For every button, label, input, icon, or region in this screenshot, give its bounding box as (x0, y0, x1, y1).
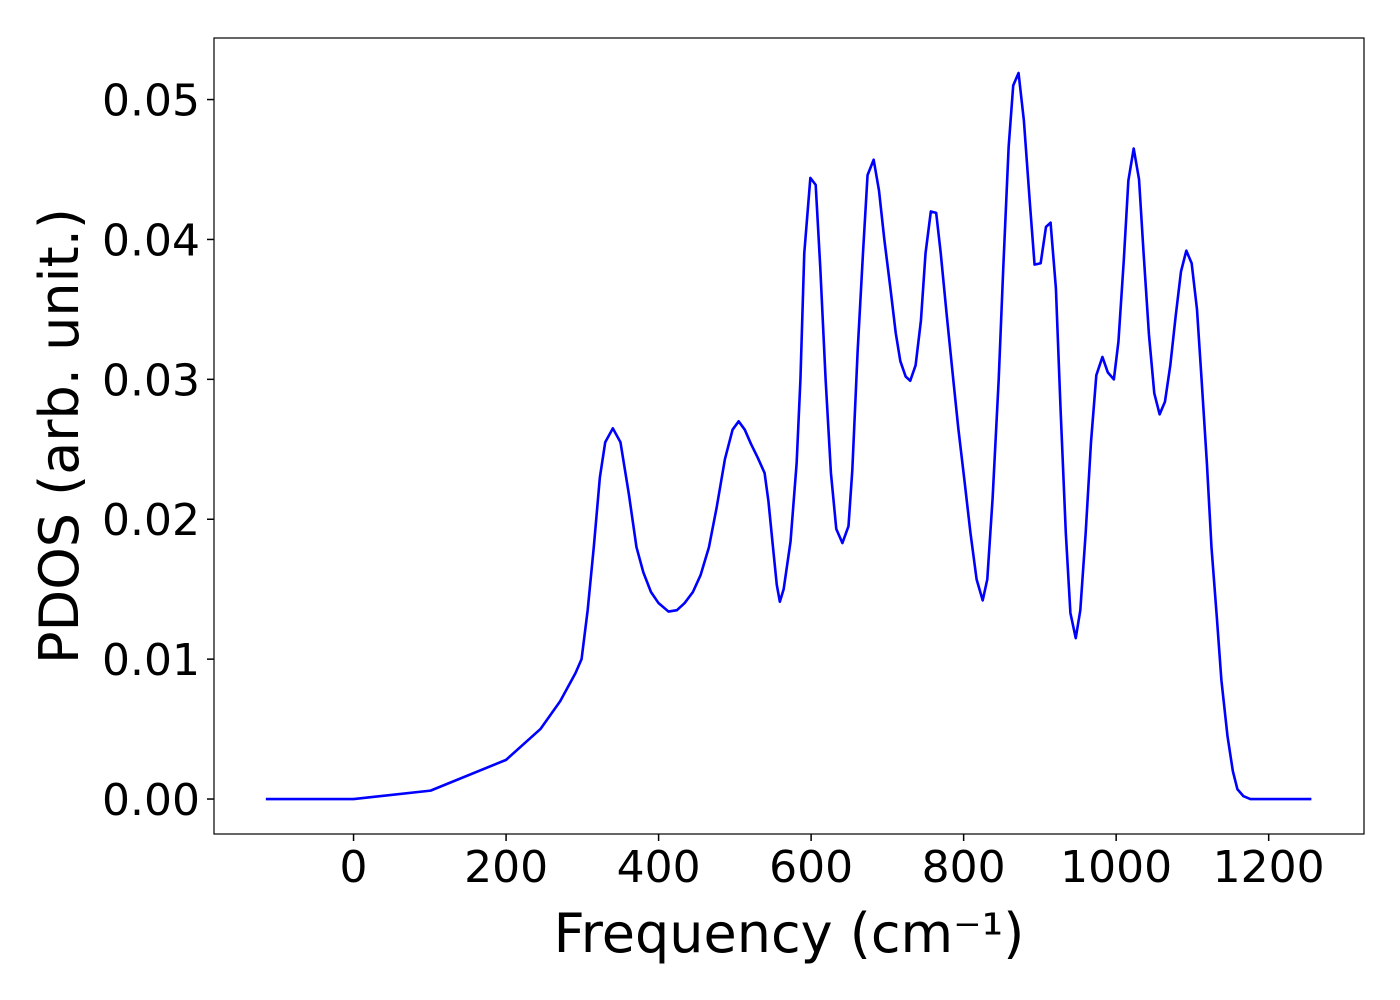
x-tick-label: 1200 (1213, 842, 1325, 893)
x-tick-label: 400 (617, 842, 701, 893)
y-axis-label: PDOS (arb. unit.) (28, 208, 91, 664)
y-tick-label: 0.03 (102, 355, 200, 406)
line-series (265, 71, 1312, 801)
y-tick-label: 0.02 (102, 495, 200, 546)
x-tick-label: 0 (340, 842, 368, 893)
x-tick-label: 600 (769, 842, 853, 893)
y-tick-label: 0.00 (102, 775, 200, 826)
y-tick-label: 0.05 (102, 76, 200, 127)
x-tick-label: 800 (922, 842, 1006, 893)
x-tick-label: 200 (464, 842, 548, 893)
plot-frame (213, 37, 1365, 835)
y-tick-label: 0.04 (102, 215, 200, 266)
x-axis-label: Frequency (cm⁻¹) (554, 902, 1025, 965)
y-tick-label: 0.01 (102, 635, 200, 686)
x-tick-label: 1000 (1060, 842, 1172, 893)
